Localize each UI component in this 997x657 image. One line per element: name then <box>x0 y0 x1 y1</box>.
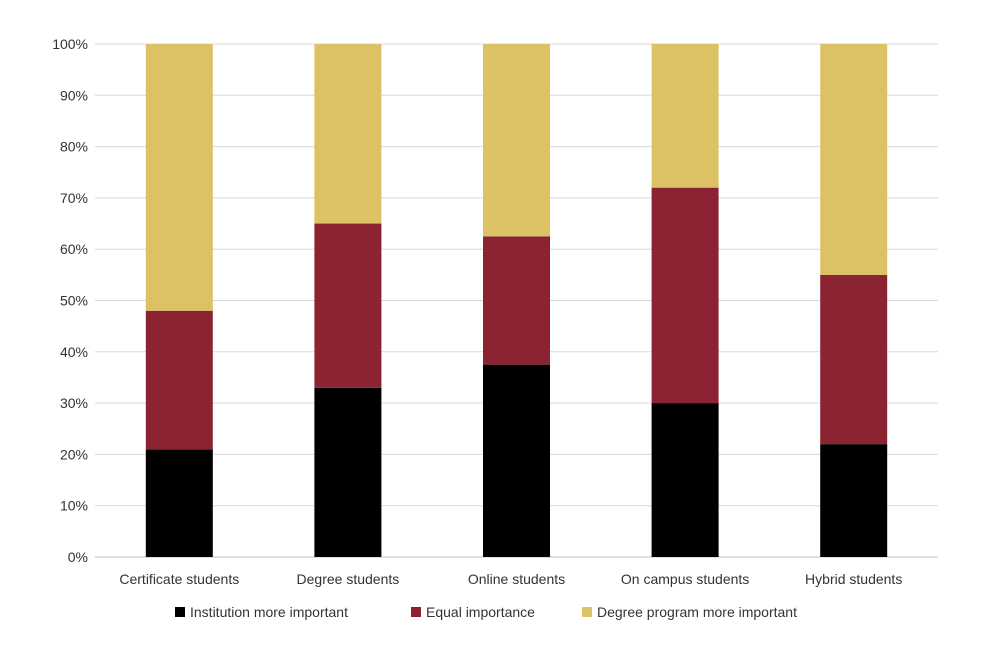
y-tick-label: 10% <box>60 498 88 514</box>
legend-swatch <box>411 607 421 617</box>
x-tick-label: Hybrid students <box>805 571 902 587</box>
bar-segment-degree-program-more-important <box>145 44 213 311</box>
bar-segment-equal-importance <box>651 187 719 404</box>
x-tick-label: On campus students <box>621 571 749 587</box>
y-tick-label: 60% <box>60 241 88 257</box>
y-tick-label: 80% <box>60 139 88 155</box>
bar-segment-degree-program-more-important <box>651 44 719 188</box>
bar-segment-equal-importance <box>314 223 382 388</box>
bar-segment-equal-importance <box>820 274 888 445</box>
legend-swatch <box>582 607 592 617</box>
legend-swatch <box>175 607 185 617</box>
bar-segment-degree-program-more-important <box>820 44 888 275</box>
y-tick-label: 30% <box>60 395 88 411</box>
legend-label: Institution more important <box>190 604 348 620</box>
bar-segment-institution-more-important <box>314 387 382 557</box>
y-tick-label: 0% <box>68 549 88 565</box>
x-tick-label: Degree students <box>297 571 400 587</box>
legend-label: Equal importance <box>426 604 535 620</box>
legend-label: Degree program more important <box>597 604 797 620</box>
y-tick-label: 50% <box>60 293 88 309</box>
bar-segment-institution-more-important <box>145 449 213 557</box>
y-tick-label: 40% <box>60 344 88 360</box>
y-tick-label: 70% <box>60 190 88 206</box>
bar-segment-institution-more-important <box>651 403 719 557</box>
y-tick-label: 100% <box>52 36 88 52</box>
bar-segment-degree-program-more-important <box>314 44 382 224</box>
bar-segment-equal-importance <box>145 310 213 450</box>
x-tick-label: Online students <box>468 571 565 587</box>
x-tick-label: Certificate students <box>119 571 239 587</box>
bar-segment-equal-importance <box>483 236 550 365</box>
bar-segment-institution-more-important <box>483 364 550 557</box>
bar-segment-institution-more-important <box>820 444 888 557</box>
y-tick-label: 20% <box>60 446 88 462</box>
y-tick-label: 90% <box>60 87 88 103</box>
bar-segment-degree-program-more-important <box>483 44 550 237</box>
